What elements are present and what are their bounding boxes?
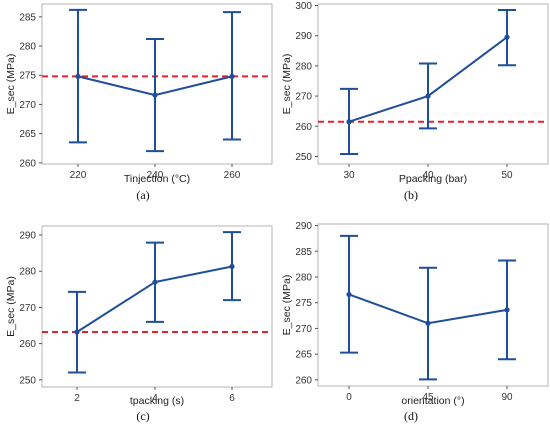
- y-tick-label: 270: [19, 100, 36, 111]
- y-tick-label: 260: [295, 375, 312, 386]
- x-tick-label: 260: [224, 170, 241, 181]
- y-tick-label: 270: [295, 92, 312, 103]
- y-tick-label: 290: [19, 231, 36, 242]
- y-tick-label: 280: [295, 272, 312, 283]
- x-tick-label: 40: [422, 170, 434, 181]
- data-point: [229, 73, 235, 80]
- data-point: [346, 119, 352, 125]
- plot-frame: [41, 3, 273, 165]
- y-tick-label: 250: [295, 152, 312, 163]
- y-tick-label: 285: [295, 247, 312, 258]
- panel-caption: (d): [404, 409, 418, 423]
- x-tick-label: 45: [422, 392, 434, 403]
- data-point: [504, 307, 510, 313]
- x-tick-label: 2: [74, 393, 80, 404]
- x-tick-label: 240: [147, 170, 164, 181]
- y-tick-label: 270: [295, 324, 312, 335]
- panel-caption: (b): [404, 188, 418, 202]
- panel-caption: (a): [136, 188, 149, 202]
- y-tick-label: 285: [19, 12, 36, 23]
- y-tick-label: 275: [19, 71, 36, 82]
- plot-frame: [41, 225, 273, 388]
- chart-panel: 250 260 270 280 290 300 30 40 50 Ppacking (bar) E_…: [281, 1, 549, 202]
- x-axis-label: Tinjection (°C): [124, 173, 190, 185]
- y-tick-label: 290: [295, 31, 312, 42]
- data-point: [425, 93, 431, 99]
- y-tick-label: 270: [19, 303, 36, 314]
- plot-frame: [317, 3, 549, 165]
- x-tick-label: 90: [501, 392, 513, 403]
- x-tick-label: 6: [229, 393, 235, 404]
- y-tick-label: 260: [19, 339, 36, 350]
- y-tick-label: 260: [19, 158, 36, 169]
- data-point: [346, 291, 352, 298]
- y-tick-label: 260: [295, 122, 312, 133]
- y-tick-label: 265: [295, 350, 312, 361]
- y-tick-label: 280: [295, 61, 312, 72]
- data-point: [229, 263, 235, 270]
- y-axis-label: E_sec (MPa): [281, 275, 293, 336]
- y-axis-label: E_sec (MPa): [281, 54, 293, 115]
- panel-caption: (c): [136, 409, 149, 423]
- chart-panel: 260 265 270 275 280 285 290 0 45 90 orientation (°…: [281, 221, 549, 423]
- y-tick-label: 300: [295, 1, 312, 12]
- y-tick-label: 280: [19, 42, 36, 53]
- data-point: [75, 73, 81, 80]
- x-tick-label: 50: [501, 170, 513, 181]
- chart-panel: 260 265 270 275 280 285 220 240 260 Tinjection (°…: [5, 3, 273, 202]
- x-axis-label: Ppacking (bar): [399, 173, 467, 185]
- y-tick-label: 250: [19, 375, 36, 386]
- data-point: [152, 92, 158, 98]
- chart-panel: 250 260 270 280 290 2 4 6 tpacking (s) E_sec (MPa…: [5, 225, 273, 423]
- x-tick-label: 220: [70, 170, 87, 181]
- data-point: [425, 320, 431, 326]
- data-point: [152, 279, 158, 285]
- data-point: [504, 34, 510, 40]
- y-axis-label: E_sec (MPa): [5, 276, 17, 337]
- x-axis-label: orientation (°): [401, 395, 464, 407]
- y-tick-label: 280: [19, 267, 36, 278]
- y-tick-label: 275: [295, 298, 312, 309]
- y-tick-label: 265: [19, 129, 36, 140]
- y-axis-label: E_sec (MPa): [5, 54, 17, 115]
- plot-frame: [317, 223, 549, 387]
- x-axis-label: tpacking (s): [130, 395, 184, 407]
- x-tick-label: 30: [343, 170, 355, 181]
- x-tick-label: 4: [152, 393, 158, 404]
- x-tick-label: 0: [346, 392, 352, 403]
- data-point: [74, 329, 80, 335]
- y-tick-label: 290: [295, 221, 312, 232]
